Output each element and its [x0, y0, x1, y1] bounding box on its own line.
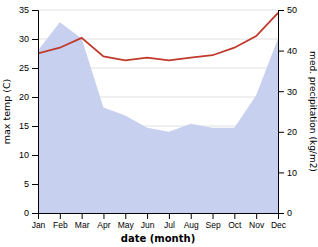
- tick-mark: [278, 10, 284, 11]
- tick: Dec: [271, 213, 287, 230]
- tick-label: Apr: [97, 220, 110, 230]
- plot-area: JanFebMarAprMayJunJulAugSepOctNovDec0510…: [19, 5, 297, 230]
- tick-label: 10: [287, 168, 297, 178]
- marks: [38, 13, 278, 213]
- tick-mark: [191, 213, 192, 219]
- tick: 0: [278, 208, 292, 218]
- tick-label: 40: [287, 46, 297, 56]
- tick: 25: [19, 63, 38, 73]
- tick-label: Sep: [205, 220, 220, 230]
- tick: Nov: [249, 213, 265, 230]
- tick-mark: [32, 126, 38, 127]
- grid-line: [38, 10, 278, 11]
- x-axis: Jan Feb Mar Apr May Jun Jul Aug Sep Oct Nov Dec: [32, 213, 287, 230]
- x-axis-title: date (month): [121, 233, 195, 244]
- tick: 10: [19, 150, 38, 160]
- tick: Sep: [205, 213, 220, 230]
- tick-mark: [125, 213, 126, 219]
- tick-label: 50: [287, 5, 297, 15]
- tick-label: May: [118, 220, 135, 230]
- tick-mark: [32, 68, 38, 69]
- tick: 30: [19, 34, 38, 44]
- tick-mark: [278, 91, 284, 92]
- tick: 30: [278, 87, 297, 97]
- tick-label: 30: [19, 34, 29, 44]
- area: [38, 22, 278, 213]
- tick-label: Jul: [164, 220, 175, 230]
- tick: 40: [278, 46, 297, 56]
- tick-mark: [103, 213, 104, 219]
- tick-label: 0: [287, 208, 292, 218]
- tick-mark: [213, 213, 214, 219]
- axis-line: [39, 214, 279, 220]
- tick: Apr: [97, 213, 110, 230]
- tick-label: Jun: [141, 220, 155, 230]
- tick-mark: [256, 213, 257, 219]
- tick-label: 10: [19, 150, 29, 160]
- line: [38, 13, 278, 61]
- tick-mark: [82, 213, 83, 219]
- tick-label: 35: [19, 5, 29, 15]
- tick: Mar: [75, 213, 90, 230]
- y2-axis: 0 10 20 30 40 50: [278, 5, 297, 218]
- tick-mark: [278, 132, 284, 133]
- tick-label: 0: [24, 208, 29, 218]
- tick: Oct: [228, 213, 242, 230]
- grid: [38, 10, 278, 213]
- tick-label: Dec: [271, 220, 287, 230]
- tick-mark: [278, 213, 284, 214]
- tick: 0: [24, 208, 38, 218]
- tick-mark: [32, 213, 38, 214]
- tick: 5: [24, 179, 38, 189]
- tick-label: Aug: [184, 220, 199, 230]
- tick-mark: [278, 51, 284, 52]
- tick: May: [118, 213, 135, 230]
- tick: Jun: [141, 213, 155, 230]
- tick-label: Feb: [53, 220, 68, 230]
- tick-mark: [32, 10, 38, 11]
- tick-mark: [32, 97, 38, 98]
- tick-mark: [234, 213, 235, 219]
- tick-label: 20: [287, 127, 297, 137]
- y-axis: 0 5 10 15 20 25 30 35: [19, 5, 39, 218]
- tick: 20: [19, 92, 38, 102]
- axis-line: [279, 11, 285, 214]
- tick-mark: [32, 155, 38, 156]
- y2-axis-title: med. precipitation (kg/m2): [308, 51, 318, 172]
- tick: Feb: [53, 213, 68, 230]
- tick-label: Mar: [75, 220, 90, 230]
- tick-mark: [278, 172, 284, 173]
- tick: 35: [19, 5, 38, 15]
- tick: 15: [19, 121, 38, 131]
- tick-mark: [60, 213, 61, 219]
- tick: 10: [278, 168, 297, 178]
- tick-label: 20: [19, 92, 29, 102]
- tick: Jul: [164, 213, 175, 230]
- y-axis-title: max temp (C): [1, 79, 12, 145]
- tick-mark: [169, 213, 170, 219]
- tick: Jan: [32, 213, 46, 230]
- tick-label: 30: [287, 87, 297, 97]
- tick-label: Oct: [228, 220, 242, 230]
- tick-label: Jan: [32, 220, 46, 230]
- tick-label: 5: [24, 179, 29, 189]
- tick-label: 25: [19, 63, 29, 73]
- tick-mark: [32, 184, 38, 185]
- tick: Aug: [184, 213, 199, 230]
- chart: JanFebMarAprMayJunJulAugSepOctNovDec0510…: [0, 0, 318, 247]
- tick-label: 15: [19, 121, 29, 131]
- tick: 20: [278, 127, 297, 137]
- tick-mark: [32, 39, 38, 40]
- tick: 50: [278, 5, 297, 15]
- tick-label: Nov: [249, 220, 265, 230]
- tick-mark: [147, 213, 148, 219]
- axis-line: [32, 11, 39, 214]
